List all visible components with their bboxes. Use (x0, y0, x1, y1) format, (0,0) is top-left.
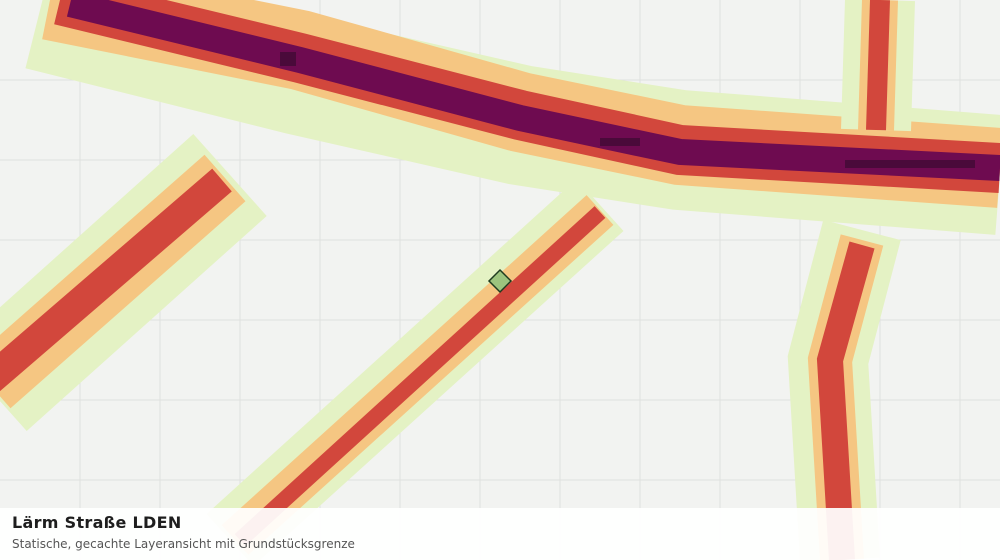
parcel-marker[interactable] (487, 268, 513, 294)
left-road-noise (0, 134, 267, 431)
caption-bar: Lärm Straße LDEN Statische, gecachte Lay… (0, 508, 1000, 560)
right-road-noise (787, 0, 915, 560)
main-road-noise (25, 0, 1000, 235)
map-title: Lärm Straße LDEN (12, 513, 182, 532)
middle-road-noise (206, 179, 624, 560)
map-subtitle: Statische, gecachte Layeransicht mit Gru… (12, 537, 355, 551)
